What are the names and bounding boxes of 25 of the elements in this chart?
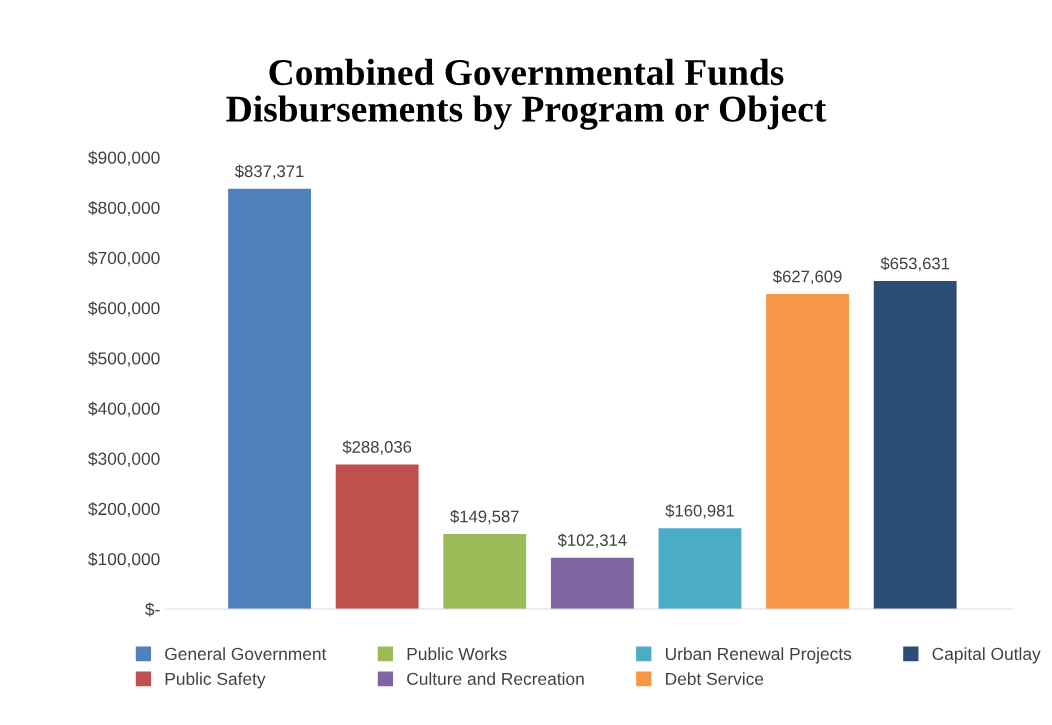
y-tick-label: $800,000 [88,200,160,217]
data-label: $160,981 [665,504,734,519]
legend-label: Public Works [407,647,507,661]
data-label: $149,587 [450,509,519,525]
legend-label: Capital Outlay [932,647,1041,664]
y-tick-label: $- [145,602,160,617]
data-label: $653,631 [880,256,950,272]
legend-label: Culture and Recreation [407,672,584,686]
y-tick-label: $900,000 [88,150,160,166]
data-label: $837,371 [234,164,304,180]
y-tick-label: $700,000 [88,251,160,267]
y-tick-label: $400,000 [88,401,160,417]
y-tick-label: $200,000 [88,502,160,518]
legend-label: Public Safety [165,672,266,689]
legend-label: General Government [165,647,327,661]
y-tick-label: $500,000 [88,351,160,367]
y-tick-label: $300,000 [88,451,160,467]
data-label: $102,314 [557,533,627,548]
data-label: $288,036 [342,440,412,455]
data-label: $627,609 [773,269,842,285]
legend-label: Urban Renewal Projects [665,647,852,664]
y-tick-label: $100,000 [88,552,160,568]
chart-title: Combined Governmental Funds Disbursements by Program or Object [226,58,827,130]
y-tick-label: $600,000 [88,301,160,317]
legend-label: Debt Service [666,672,764,686]
